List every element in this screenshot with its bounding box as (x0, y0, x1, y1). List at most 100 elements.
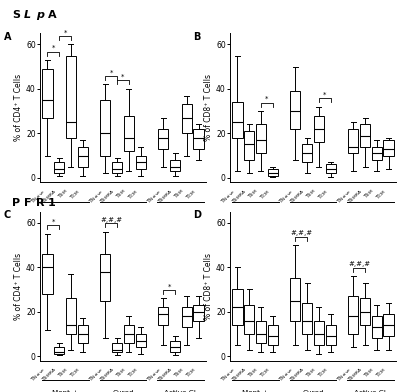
PathPatch shape (194, 129, 204, 149)
PathPatch shape (42, 254, 52, 294)
Y-axis label: % of CD8⁺ T Cells: % of CD8⁺ T Cells (204, 253, 213, 319)
Text: #,#,#: #,#,# (290, 230, 312, 236)
PathPatch shape (372, 147, 382, 160)
PathPatch shape (54, 347, 64, 354)
Text: T$_{\mathrm{CM}}$: T$_{\mathrm{CM}}$ (316, 187, 331, 202)
PathPatch shape (302, 303, 312, 334)
Text: Cured: Cured (112, 390, 134, 392)
Text: T$_{\mathrm{EMRA}}$: T$_{\mathrm{EMRA}}$ (230, 365, 249, 385)
Text: T$_{\mathrm{EMRA}}$: T$_{\mathrm{EMRA}}$ (156, 365, 175, 385)
PathPatch shape (170, 160, 180, 171)
PathPatch shape (124, 116, 134, 151)
PathPatch shape (232, 102, 242, 138)
Text: L: L (24, 10, 31, 20)
PathPatch shape (360, 125, 370, 147)
Text: C: C (4, 210, 11, 220)
Text: Active CL: Active CL (164, 212, 198, 218)
PathPatch shape (136, 334, 146, 347)
Text: T$_{\mathrm{EMRA}}$: T$_{\mathrm{EMRA}}$ (346, 365, 365, 385)
Text: Cured: Cured (302, 212, 324, 218)
Text: P: P (12, 198, 20, 208)
PathPatch shape (158, 129, 168, 149)
PathPatch shape (290, 91, 300, 129)
PathPatch shape (314, 116, 324, 142)
PathPatch shape (268, 169, 278, 176)
Text: A: A (4, 32, 11, 42)
PathPatch shape (244, 305, 254, 334)
Text: *: * (323, 92, 326, 98)
PathPatch shape (348, 296, 358, 334)
Text: T$_{\mathrm{CM}}$: T$_{\mathrm{CM}}$ (68, 365, 83, 380)
Text: T$_{\mathrm{Naive}}$: T$_{\mathrm{Naive}}$ (276, 365, 295, 384)
Text: Cured: Cured (302, 390, 324, 392)
PathPatch shape (290, 278, 300, 321)
PathPatch shape (124, 325, 134, 343)
PathPatch shape (256, 321, 266, 343)
PathPatch shape (170, 341, 180, 352)
PathPatch shape (384, 140, 394, 156)
Text: T$_{\mathrm{Naive}}$: T$_{\mathrm{Naive}}$ (86, 365, 105, 384)
Text: T$_{\mathrm{EMRA}}$: T$_{\mathrm{EMRA}}$ (346, 187, 365, 206)
PathPatch shape (302, 145, 312, 162)
Text: B: B (194, 32, 201, 42)
Text: T$_{\mathrm{EM}}$: T$_{\mathrm{EM}}$ (246, 365, 261, 380)
Text: T$_{\mathrm{EM}}$: T$_{\mathrm{EM}}$ (114, 365, 129, 380)
Text: Active CL: Active CL (354, 390, 388, 392)
Text: Active CL: Active CL (164, 390, 198, 392)
Text: T$_{\mathrm{Naive}}$: T$_{\mathrm{Naive}}$ (334, 187, 353, 206)
Text: T$_{\mathrm{Naive}}$: T$_{\mathrm{Naive}}$ (28, 365, 48, 384)
Text: p: p (36, 10, 44, 20)
PathPatch shape (112, 162, 122, 173)
Text: T$_{\mathrm{EM}}$: T$_{\mathrm{EM}}$ (246, 187, 261, 201)
PathPatch shape (100, 254, 110, 301)
Text: *: * (52, 219, 55, 225)
Text: *: * (121, 74, 125, 80)
Text: T$_{\mathrm{Naive}}$: T$_{\mathrm{Naive}}$ (144, 365, 163, 384)
PathPatch shape (326, 325, 336, 345)
PathPatch shape (42, 69, 52, 118)
Text: R: R (36, 198, 44, 208)
Text: T$_{\mathrm{CM}}$: T$_{\mathrm{CM}}$ (316, 365, 331, 380)
Text: T$_{\mathrm{CM}}$: T$_{\mathrm{CM}}$ (258, 365, 273, 380)
PathPatch shape (268, 325, 278, 345)
Text: Cured: Cured (112, 212, 134, 218)
Text: T$_{\mathrm{Naive}}$: T$_{\mathrm{Naive}}$ (276, 187, 295, 206)
Text: T$_{\mathrm{EMRA}}$: T$_{\mathrm{EMRA}}$ (156, 187, 175, 206)
Text: A: A (48, 10, 57, 20)
Text: T$_{\mathrm{CM}}$: T$_{\mathrm{CM}}$ (374, 365, 388, 380)
Text: T$_{\mathrm{CM}}$: T$_{\mathrm{CM}}$ (126, 365, 141, 380)
Y-axis label: % of CD4⁺ T Cells: % of CD4⁺ T Cells (14, 74, 23, 142)
Text: T$_{\mathrm{CM}}$: T$_{\mathrm{CM}}$ (374, 187, 388, 202)
Text: T$_{\mathrm{Naive}}$: T$_{\mathrm{Naive}}$ (334, 365, 353, 384)
Text: Mont +: Mont + (52, 212, 78, 218)
Text: T$_{\mathrm{EM}}$: T$_{\mathrm{EM}}$ (56, 365, 71, 380)
Text: T$_{\mathrm{EMRA}}$: T$_{\mathrm{EMRA}}$ (288, 365, 307, 385)
Text: T$_{\mathrm{Naive}}$: T$_{\mathrm{Naive}}$ (28, 187, 48, 206)
PathPatch shape (314, 321, 324, 345)
Text: T$_{\mathrm{EMRA}}$: T$_{\mathrm{EMRA}}$ (230, 187, 249, 206)
Text: T$_{\mathrm{Naive}}$: T$_{\mathrm{Naive}}$ (86, 187, 105, 206)
Text: T$_{\mathrm{EMRA}}$: T$_{\mathrm{EMRA}}$ (40, 365, 59, 385)
PathPatch shape (66, 298, 76, 334)
PathPatch shape (194, 305, 204, 321)
PathPatch shape (256, 125, 266, 153)
Text: *: * (52, 45, 55, 51)
Text: #,#,#: #,#,# (348, 261, 370, 267)
Text: T$_{\mathrm{EMRA}}$: T$_{\mathrm{EMRA}}$ (98, 365, 117, 385)
PathPatch shape (158, 307, 168, 325)
Text: T$_{\mathrm{EM}}$: T$_{\mathrm{EM}}$ (304, 187, 319, 201)
PathPatch shape (244, 131, 254, 160)
Text: T$_{\mathrm{CM}}$: T$_{\mathrm{CM}}$ (184, 187, 198, 202)
Text: *: * (168, 283, 171, 289)
PathPatch shape (182, 104, 192, 133)
Text: T$_{\mathrm{EM}}$: T$_{\mathrm{EM}}$ (362, 187, 377, 201)
PathPatch shape (232, 290, 242, 325)
Y-axis label: % of CD4⁺ T Cells: % of CD4⁺ T Cells (14, 252, 23, 320)
Text: #,#,#: #,#,# (100, 216, 122, 223)
PathPatch shape (112, 343, 122, 352)
Text: T$_{\mathrm{EM}}$: T$_{\mathrm{EM}}$ (56, 187, 71, 201)
Text: T$_{\mathrm{CM}}$: T$_{\mathrm{CM}}$ (184, 365, 198, 380)
Text: T$_{\mathrm{EMRA}}$: T$_{\mathrm{EMRA}}$ (98, 187, 117, 206)
Text: Mont +: Mont + (242, 212, 268, 218)
Text: D: D (194, 210, 202, 220)
